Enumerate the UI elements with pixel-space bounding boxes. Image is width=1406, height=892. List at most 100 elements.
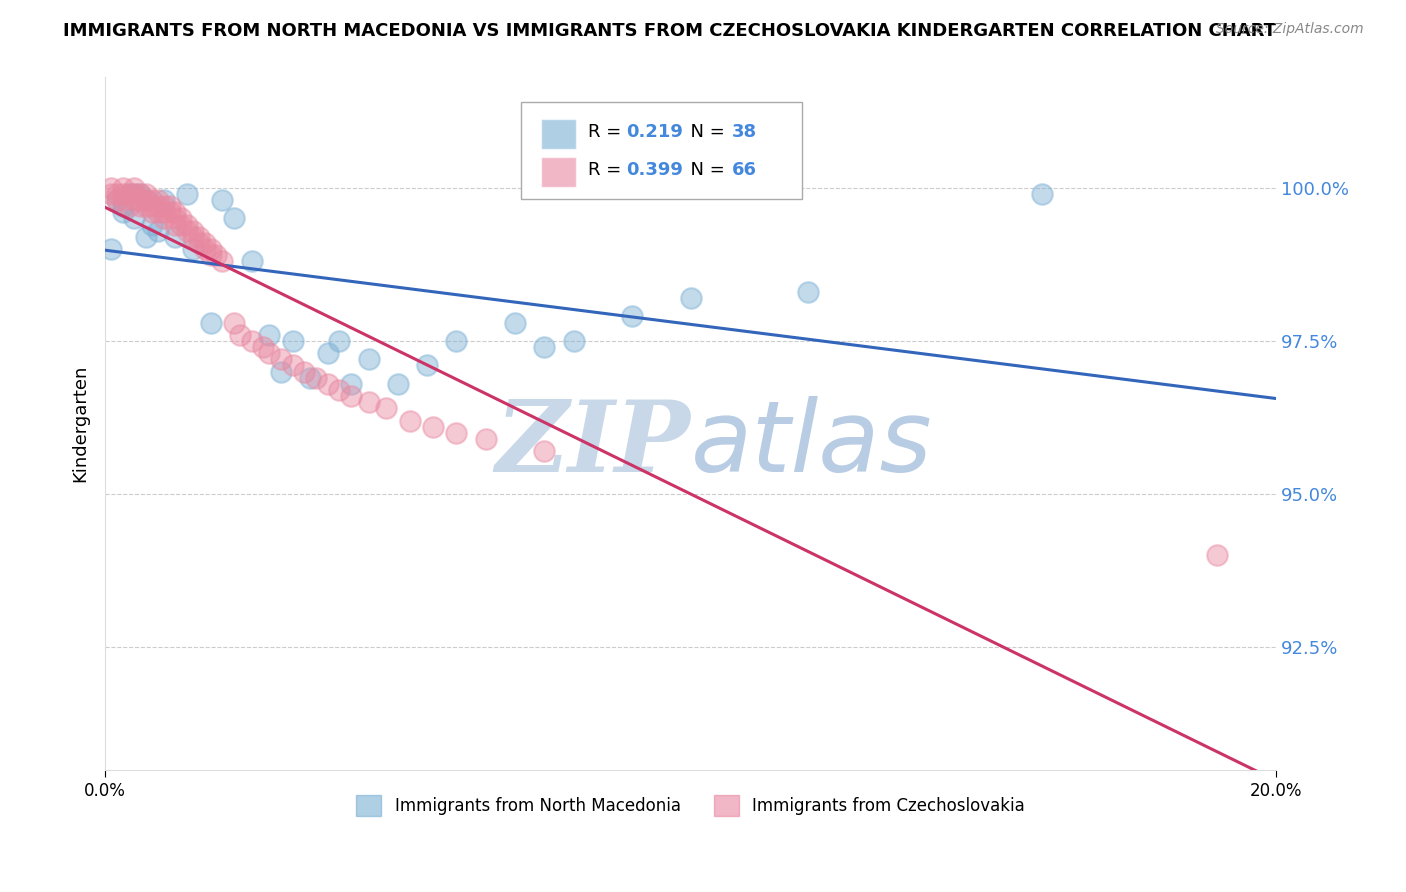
Point [240,334,263,348]
Point [252,340,274,354]
Y-axis label: Kindergarten: Kindergarten [72,365,89,483]
Point [1031,186,1053,201]
Point [387,376,409,391]
Point [1206,549,1229,563]
Point [111,199,134,213]
Point [176,224,198,238]
Point [129,186,152,201]
Point [181,224,204,238]
Point [124,180,146,194]
Point [211,193,233,207]
Point [152,199,174,213]
Point [146,205,169,219]
Point [328,383,350,397]
FancyBboxPatch shape [520,102,801,199]
Point [281,359,304,373]
Point [340,389,363,403]
Point [187,229,209,244]
Point [533,340,555,354]
Text: R =: R = [588,161,627,179]
Text: ZIP: ZIP [495,396,690,492]
Point [229,327,252,342]
Point [105,193,128,207]
Point [446,425,468,440]
Point [503,316,526,330]
Point [146,193,169,207]
Point [135,193,157,207]
Point [159,199,181,213]
Point [117,186,139,201]
Point [100,180,122,194]
Point [796,285,818,299]
Point [111,180,134,194]
Point [292,365,315,379]
Point [340,376,363,391]
Point [211,254,233,268]
Point [281,334,304,348]
Point [181,229,204,244]
Text: N =: N = [679,123,730,141]
Point [357,395,380,409]
Point [181,242,204,256]
Point [299,370,322,384]
Point [679,291,702,305]
Legend: Immigrants from North Macedonia, Immigrants from Czechoslovakia: Immigrants from North Macedonia, Immigra… [347,787,1033,824]
Point [135,186,157,201]
Point [152,205,174,219]
Text: 66: 66 [731,161,756,179]
Point [105,186,128,201]
Point [159,205,181,219]
Point [222,316,245,330]
Point [117,186,139,201]
Point [100,242,122,256]
Point [141,218,163,232]
Point [222,211,245,226]
Point [170,211,193,226]
Point [305,370,328,384]
Point [146,199,169,213]
Point [146,224,169,238]
Point [135,229,157,244]
Point [533,444,555,458]
Point [621,310,644,324]
Point [422,419,444,434]
Point [152,193,174,207]
Point [141,199,163,213]
Point [176,218,198,232]
Point [328,334,350,348]
Point [270,365,292,379]
Text: Source: ZipAtlas.com: Source: ZipAtlas.com [1216,22,1364,37]
Point [200,242,222,256]
Point [152,211,174,226]
Point [105,193,128,207]
Point [100,186,122,201]
Point [357,352,380,367]
Point [117,199,139,213]
Point [194,242,217,256]
Point [194,235,217,250]
Point [141,193,163,207]
Point [129,193,152,207]
Point [135,193,157,207]
Point [135,199,157,213]
Point [446,334,468,348]
Text: atlas: atlas [690,396,932,493]
Point [124,186,146,201]
Point [270,352,292,367]
Text: 0.399: 0.399 [626,161,683,179]
Bar [541,157,576,187]
Point [124,186,146,201]
Point [200,316,222,330]
Text: IMMIGRANTS FROM NORTH MACEDONIA VS IMMIGRANTS FROM CZECHOSLOVAKIA KINDERGARTEN C: IMMIGRANTS FROM NORTH MACEDONIA VS IMMIG… [63,22,1277,40]
Point [316,346,339,360]
Point [474,432,496,446]
Point [165,218,187,232]
Text: 38: 38 [731,123,756,141]
Point [240,254,263,268]
Point [165,211,187,226]
Point [187,235,209,250]
Point [129,199,152,213]
Point [124,211,146,226]
Point [200,248,222,262]
Point [316,376,339,391]
